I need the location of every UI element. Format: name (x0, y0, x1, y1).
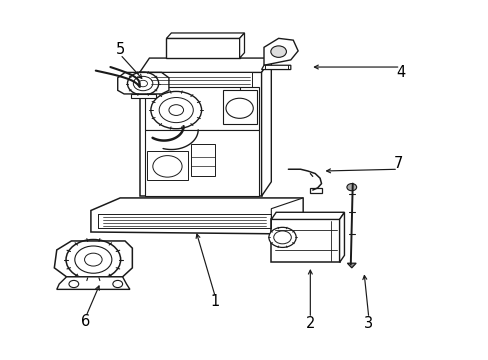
Polygon shape (261, 58, 271, 196)
Circle shape (268, 227, 296, 247)
Polygon shape (239, 33, 244, 58)
Text: 2: 2 (305, 316, 314, 331)
Text: 1: 1 (210, 294, 220, 310)
Text: 6: 6 (81, 314, 90, 329)
Polygon shape (140, 58, 271, 72)
Text: 7: 7 (393, 156, 402, 171)
Polygon shape (91, 198, 303, 234)
Polygon shape (166, 39, 239, 58)
Polygon shape (339, 212, 344, 262)
Polygon shape (264, 39, 298, 65)
Text: 3: 3 (364, 316, 373, 331)
Polygon shape (166, 33, 244, 39)
Polygon shape (310, 188, 321, 193)
Polygon shape (346, 263, 355, 268)
Polygon shape (118, 72, 168, 94)
Polygon shape (144, 87, 259, 130)
Polygon shape (149, 72, 251, 87)
Circle shape (346, 184, 356, 191)
Circle shape (270, 46, 286, 57)
Polygon shape (147, 151, 188, 180)
Text: 4: 4 (395, 65, 405, 80)
Polygon shape (271, 198, 303, 232)
Polygon shape (271, 212, 344, 220)
Polygon shape (261, 65, 290, 69)
Polygon shape (190, 144, 215, 176)
Polygon shape (54, 241, 132, 277)
Polygon shape (222, 90, 256, 125)
Polygon shape (131, 94, 156, 98)
Polygon shape (140, 72, 261, 196)
Polygon shape (144, 130, 259, 196)
Polygon shape (271, 220, 339, 262)
Text: 5: 5 (115, 42, 124, 57)
Polygon shape (57, 277, 130, 289)
